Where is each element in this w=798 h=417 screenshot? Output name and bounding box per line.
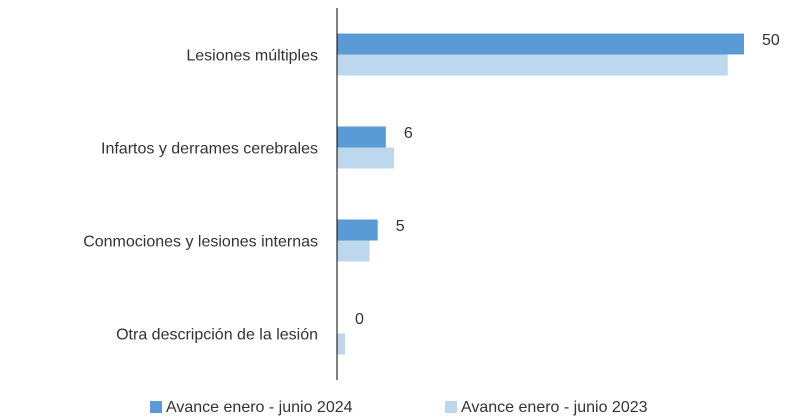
bar [337,240,370,262]
bar [337,333,346,355]
category-label: Infartos y derrames cerebrales [101,141,318,158]
bar [337,54,728,76]
category-label: Lesiones múltiples [186,48,318,65]
legend-swatch [150,401,162,413]
category-label: Conmociones y lesiones internas [83,234,318,251]
legend-swatch [445,401,457,413]
value-label: 50 [762,32,780,49]
category-label: Otra descripción de la lesión [116,327,318,344]
bar [337,147,394,169]
bar [337,126,386,148]
bar [337,219,378,241]
value-label: 6 [404,125,413,142]
legend-label: Avance enero - junio 2023 [461,399,648,416]
value-label: 5 [396,218,405,235]
value-label: 0 [355,311,364,328]
bar [337,33,744,55]
legend-label: Avance enero - junio 2024 [166,399,353,416]
